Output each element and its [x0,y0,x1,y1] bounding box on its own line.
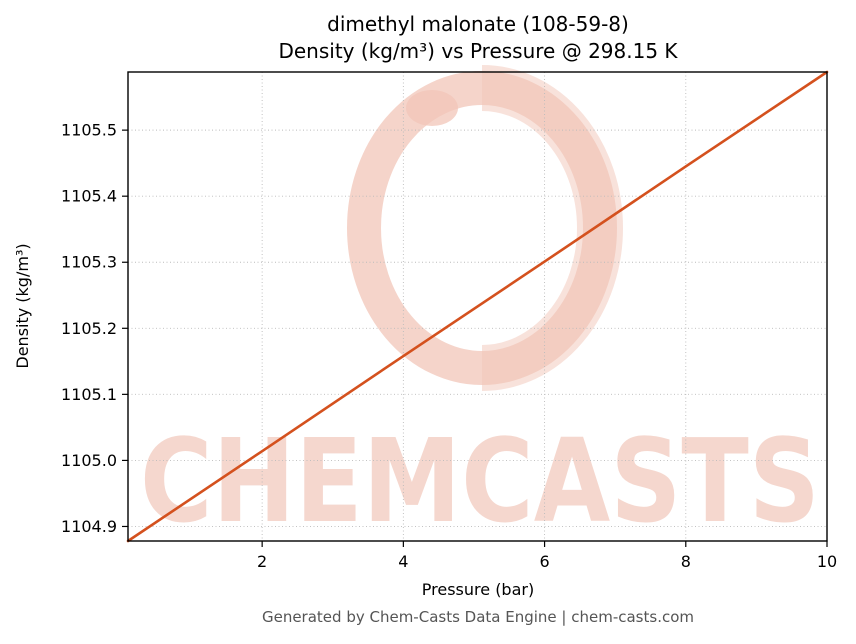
density-line [126,70,829,543]
watermark: CHEMCASTS [140,65,820,549]
x-tick-label: 8 [681,552,691,571]
y-tick-label: 1105.0 [61,451,117,470]
x-tick-label: 10 [817,552,837,571]
y-tick-label: 1104.9 [61,517,117,536]
y-tick-label: 1105.5 [61,121,117,140]
x-tick-label: 4 [398,552,408,571]
x-tick-label: 6 [539,552,549,571]
axes-frame [127,71,828,542]
chart-title-line2: Density (kg/m³) vs Pressure @ 298.15 K [278,39,678,63]
watermark-text: CHEMCASTS [140,415,820,549]
x-axis-label: Pressure (bar) [422,580,534,599]
y-axis-label: Density (kg/m³) [13,243,32,368]
footer-credit: Generated by Chem-Casts Data Engine | ch… [262,608,694,626]
plot-area: 2 4 6 8 10 1104.9 1105.0 1105.1 1105.2 1105.3 1105… [61,70,837,571]
x-tick-label: 2 [257,552,267,571]
chart-title-line1: dimethyl malonate (108-59-8) [327,12,629,36]
watermark-ring-heavy-arc-icon [481,65,623,391]
y-tick-label: 1105.1 [61,385,117,404]
y-tick-label: 1105.3 [61,253,117,272]
watermark-blob-icon [406,90,458,126]
y-tick-label: 1105.4 [61,187,117,206]
y-tick-label: 1105.2 [61,319,117,338]
